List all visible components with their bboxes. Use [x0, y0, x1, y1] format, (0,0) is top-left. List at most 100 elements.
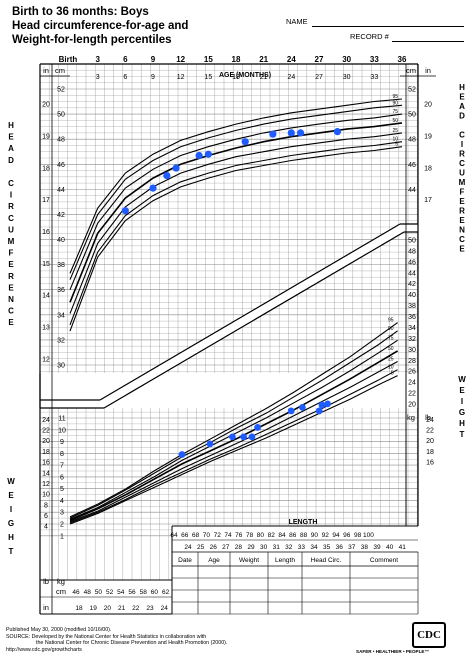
- age-inner-label: 21: [260, 74, 268, 81]
- table-header-date: Date: [178, 557, 192, 564]
- length-in-label: 35: [323, 544, 331, 551]
- wt-lb-label: 24: [42, 417, 50, 424]
- side-label-hc-right: F: [460, 188, 465, 197]
- length-cm-label: 78: [246, 532, 254, 539]
- side-label-hc-left: C: [8, 179, 14, 188]
- side-label-hc-right: I: [461, 140, 463, 149]
- percentile-label: 5: [391, 371, 394, 377]
- bottom-cm-label: 58: [140, 589, 148, 596]
- length-in-label: 28: [235, 544, 243, 551]
- percentile-curve: [69, 350, 399, 522]
- hc-data-point: [269, 130, 277, 138]
- wt-lb-label: 16: [42, 460, 50, 467]
- side-label-hc-right: E: [459, 245, 465, 254]
- wt-data-point: [299, 404, 306, 411]
- hc-cm-label: 38: [57, 262, 65, 269]
- wt-kg-label: 11: [58, 416, 65, 423]
- bottom-cm-label: 62: [162, 589, 170, 596]
- wt-lb-label: 10: [42, 492, 50, 499]
- bottom-cm-label: 46: [72, 589, 80, 596]
- age-tick-label: 21: [259, 55, 268, 64]
- side-label-hc-left: C: [8, 214, 14, 223]
- hc-data-point: [149, 184, 157, 192]
- side-label-hc-left: H: [8, 121, 14, 130]
- record-field[interactable]: [392, 41, 464, 42]
- table-header-weight: Weight: [239, 557, 259, 564]
- length-in-label: 32: [285, 544, 293, 551]
- hc-cm-label: 30: [57, 363, 65, 370]
- separator-line: [103, 231, 405, 409]
- wt-lb-label: 18: [42, 449, 50, 456]
- wt-kg-label: 9: [60, 439, 64, 446]
- age-inner-label: 3: [96, 74, 100, 81]
- percentile-curve: [69, 141, 403, 326]
- table-background: [172, 526, 418, 612]
- bottom-cm-label: 48: [84, 589, 92, 596]
- record-label: RECORD #: [350, 32, 389, 41]
- side-label-weight-left: W: [7, 477, 15, 486]
- bottom-in-label: 24: [161, 605, 169, 612]
- hc-cm-label-right: 46: [408, 162, 416, 169]
- percentile-label: 5: [395, 142, 398, 148]
- side-label-hc-right: H: [459, 83, 465, 92]
- side-label-hc-left: M: [8, 237, 15, 246]
- percentile-curve: [69, 339, 398, 520]
- hc-in-label-right: 20: [424, 102, 432, 109]
- length-cm-label: 86: [289, 532, 297, 539]
- unit-cm-label: cm: [55, 66, 65, 75]
- age-inner-label: 33: [370, 74, 378, 81]
- wt-kg-label-right: 22: [408, 391, 416, 398]
- side-label-hc-left: D: [8, 156, 14, 165]
- percentile-label: 90: [388, 326, 394, 332]
- bottom-cm-label: 52: [106, 589, 114, 596]
- age-inner-label: 18: [232, 74, 240, 81]
- percentile-label: 10: [388, 365, 394, 371]
- footer-source: SOURCE: Developed by the National Center…: [6, 633, 207, 640]
- wt-kg-label-right: 24: [408, 380, 416, 387]
- age-tick-label: 18: [232, 55, 241, 64]
- age-tick-label: 6: [123, 55, 128, 64]
- age-tick-label: 30: [342, 55, 351, 64]
- bottom-in-label: 19: [90, 605, 98, 612]
- percentile-label: 25: [392, 128, 398, 134]
- hc-data-point: [296, 129, 305, 137]
- unit-kg-label-right: kg: [407, 413, 415, 422]
- wt-lb-label: 14: [42, 470, 50, 477]
- bottom-cm-label: 60: [151, 589, 159, 596]
- side-label-weight-left: E: [8, 491, 14, 500]
- side-label-hc-left: A: [8, 144, 14, 153]
- side-label-hc-left: R: [8, 272, 14, 281]
- length-cm-label: 72: [214, 532, 222, 539]
- wt-data-point: [206, 440, 214, 448]
- cdc-tagline: SAFER • HEALTHIER • PEOPLE™: [356, 649, 430, 654]
- percentile-curve: [69, 132, 403, 314]
- bottom-scale-background: [40, 586, 172, 614]
- wt-data-point: [315, 407, 323, 415]
- wt-kg-label: 4: [60, 498, 64, 505]
- hc-in-label: 17: [42, 197, 50, 204]
- age-tick-label: 9: [151, 55, 156, 64]
- length-cm-label: 88: [300, 532, 308, 539]
- bottom-cm-label: 54: [117, 589, 125, 596]
- age-inner-label: 15: [204, 74, 212, 81]
- data-points: [121, 128, 342, 458]
- name-field[interactable]: [312, 26, 464, 27]
- length-in-label: 37: [348, 544, 356, 551]
- percentile-curve: [69, 375, 398, 525]
- length-cm-label: 92: [322, 532, 330, 539]
- hc-in-label: 18: [42, 165, 50, 172]
- percentile-curve: [69, 122, 403, 303]
- percentile-label: 95: [388, 318, 394, 324]
- side-label-hc-left: N: [8, 295, 14, 304]
- hc-data-point: [204, 150, 212, 158]
- wt-kg-label-right: 30: [408, 347, 416, 354]
- hc-in-label: 14: [42, 293, 50, 300]
- age-tick-label: 36: [398, 55, 407, 64]
- hc-in-label: 20: [42, 102, 50, 109]
- wt-lb-label: 20: [42, 438, 50, 445]
- side-label-weight-left: T: [9, 547, 14, 556]
- hc-in-label: 15: [42, 261, 50, 268]
- side-label-hc-right: M: [459, 178, 466, 187]
